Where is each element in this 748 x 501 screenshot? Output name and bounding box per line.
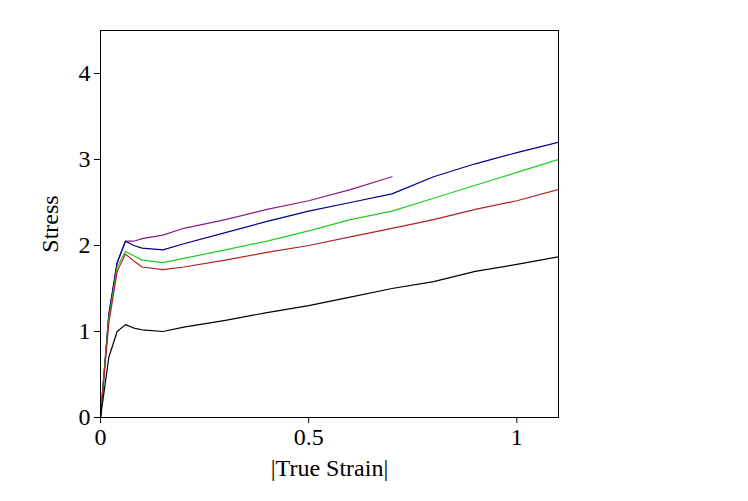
svg-text:3: 3 bbox=[79, 146, 91, 172]
svg-text:4: 4 bbox=[79, 60, 91, 86]
svg-text:0: 0 bbox=[79, 404, 91, 430]
svg-text:|True Strain|: |True Strain| bbox=[271, 455, 388, 481]
svg-text:Stress: Stress bbox=[37, 195, 63, 252]
svg-text:1: 1 bbox=[79, 318, 91, 344]
svg-text:2: 2 bbox=[79, 232, 91, 258]
svg-text:0.5: 0.5 bbox=[294, 424, 324, 450]
svg-text:0: 0 bbox=[95, 424, 107, 450]
svg-text:1: 1 bbox=[511, 424, 523, 450]
